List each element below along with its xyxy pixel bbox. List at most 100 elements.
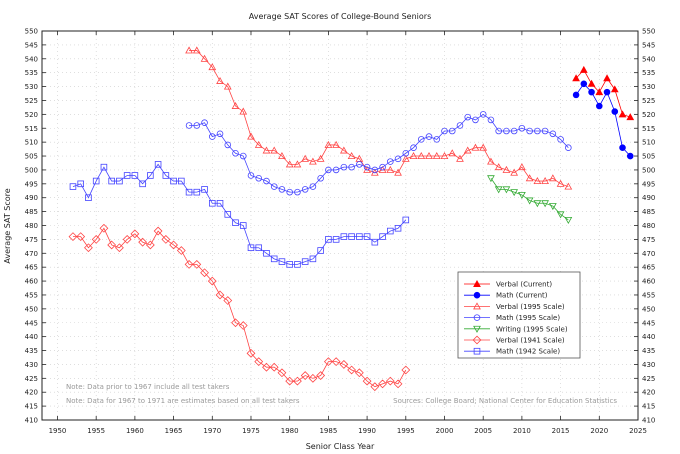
data-point [224,211,232,218]
data-point [216,199,224,207]
data-point [285,376,295,386]
data-point [263,250,270,257]
data-point [200,54,209,62]
data-point [317,174,324,182]
data-point [309,183,317,190]
data-point [193,122,201,129]
y-tick-label: 415 [25,403,38,411]
data-point [332,166,340,174]
y-tick-label: 430 [25,361,38,369]
data-point [192,46,201,54]
data-point [378,379,387,389]
y-tick-label: 420 [25,389,38,397]
data-point [525,174,534,182]
series-line [490,178,569,221]
data-point [487,157,495,165]
data-point [231,318,240,328]
y-tick-label-right: 505 [642,153,655,161]
data-point [176,246,186,255]
y-tick-label-right: 515 [642,125,655,133]
series-verbal-current [572,65,635,121]
data-point [285,160,294,168]
data-point [270,183,278,190]
data-point [603,74,611,82]
data-point [324,140,333,148]
note-2: Note: Data for 1967 to 1971 are estimate… [66,397,300,405]
data-point [564,216,573,224]
chart-title: Average SAT Scores of College-Bound Seni… [249,12,432,21]
data-point [626,113,635,121]
data-point [331,357,341,367]
data-point [340,233,348,240]
x-tick-label: 2020 [590,427,608,435]
data-point [116,177,123,185]
data-point [494,163,503,171]
data-point [77,180,84,188]
data-point [185,46,193,54]
legend-marker [473,302,481,310]
x-tick-label: 1965 [165,427,183,435]
data-point [386,165,395,173]
data-point [619,144,626,151]
data-point [572,91,580,99]
data-point [161,234,171,244]
data-point [247,244,255,252]
data-point [425,152,433,159]
data-point [394,224,402,232]
data-point [541,200,549,208]
data-point [317,247,324,254]
data-point [556,179,565,187]
data-point [463,146,472,154]
data-point [107,240,117,250]
data-point [209,133,216,140]
data-point [293,160,302,168]
y-tick-label: 455 [25,291,38,299]
data-point [564,182,573,190]
data-point [232,149,239,157]
data-point [332,140,341,148]
data-point [139,180,146,188]
data-point [278,152,286,159]
data-point [278,186,286,193]
data-point [309,255,317,263]
legend-marker [473,291,481,299]
data-point [185,188,193,196]
data-point [410,144,417,151]
data-point [100,163,108,171]
legend-label: Verbal (1941 Scale) [496,337,565,345]
legend-label: Verbal (1995 Scale) [496,303,565,311]
data-point [557,136,564,143]
x-tick-label: 2005 [474,427,492,435]
data-point [479,111,487,118]
y-tick-label-right: 425 [642,375,655,383]
y-tick-label-right: 410 [642,417,655,425]
y-tick-label-right: 430 [642,361,655,369]
data-point [262,362,271,372]
data-point [207,276,217,286]
data-point [362,376,372,386]
y-tick-label: 540 [25,55,38,63]
data-point [92,177,100,185]
data-point [502,165,511,173]
data-point [130,229,140,239]
data-point [114,243,124,253]
data-point [347,152,356,159]
data-point [138,237,148,247]
data-point [247,132,255,140]
data-point [433,136,441,143]
y-tick-label: 495 [25,180,38,188]
data-point [209,199,216,207]
data-point [223,82,232,90]
data-point [548,203,557,211]
y-tick-label: 475 [25,236,38,244]
data-point [147,172,154,179]
data-point [440,152,449,159]
x-tick-label: 2015 [552,427,570,435]
data-point [541,127,549,135]
data-point [286,188,293,196]
data-point [432,152,441,159]
y-tick-label: 515 [25,125,38,133]
series-writing-1995-scale [487,175,573,224]
y-tick-label: 460 [25,278,38,286]
series-verbal-1941-scale [68,223,411,392]
